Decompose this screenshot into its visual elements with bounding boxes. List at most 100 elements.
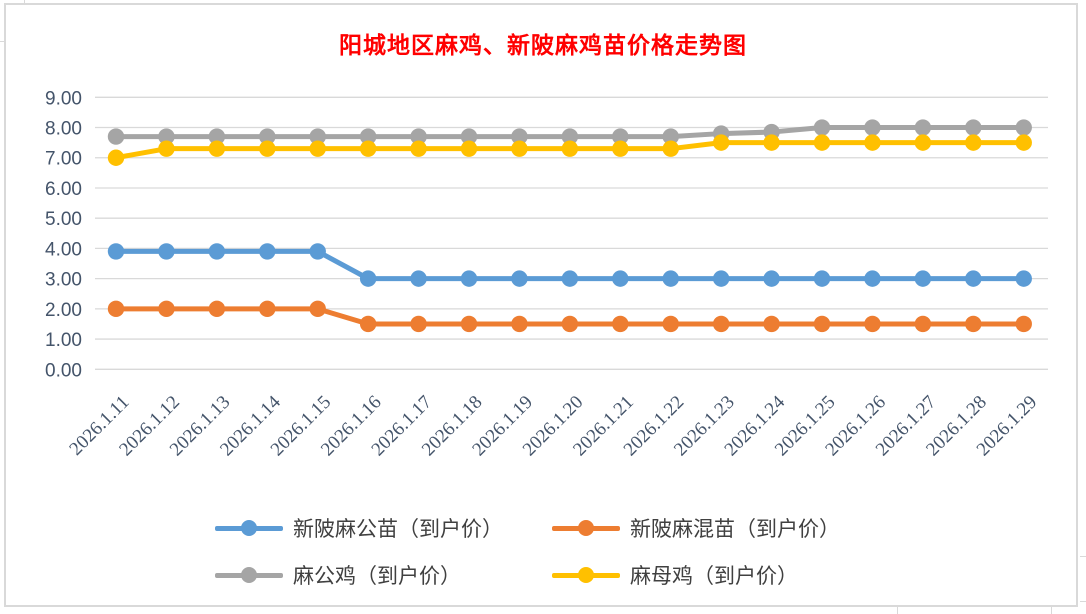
y-axis: 0.00 1.00 2.00 3.00 4.00 5.00 6.00 7.00 8.00 9.00 — [45, 88, 82, 381]
data-point-marker[interactable] — [309, 300, 326, 318]
data-point-marker[interactable] — [107, 300, 125, 318]
data-point-marker[interactable] — [561, 270, 579, 287]
data-point-marker[interactable] — [965, 119, 982, 136]
data-point-marker[interactable] — [410, 270, 427, 287]
data-point-marker[interactable] — [208, 140, 226, 157]
data-point-marker[interactable] — [158, 140, 175, 157]
data-point-marker[interactable] — [864, 270, 881, 287]
data-point-marker[interactable] — [561, 128, 579, 145]
spreadsheet-gridline-stub — [0, 41, 5, 42]
series-2 — [107, 119, 1032, 145]
y-axis-tick-label: 7.00 — [45, 149, 82, 170]
data-point-marker[interactable] — [965, 315, 982, 333]
data-point-marker[interactable] — [914, 119, 932, 136]
y-axis-tick-label: 0.00 — [45, 360, 82, 381]
data-point-marker[interactable] — [864, 134, 881, 151]
legend-item-2[interactable]: 麻公鸡（到户价） — [215, 556, 552, 594]
data-point-marker[interactable] — [561, 140, 579, 157]
legend-item-0[interactable]: 新陂麻公苗（到户价） — [215, 509, 552, 547]
spreadsheet-gridline-stub — [1051, 607, 1052, 614]
data-point-marker[interactable] — [662, 140, 679, 157]
data-point-marker[interactable] — [158, 300, 175, 318]
data-point-marker[interactable] — [864, 315, 881, 333]
data-point-marker[interactable] — [158, 243, 175, 260]
data-point-marker[interactable] — [1015, 315, 1032, 333]
chart-title: 阳城地区麻鸡、新陂麻鸡苗价格走势图 — [339, 33, 747, 58]
data-point-marker[interactable] — [561, 315, 579, 333]
spreadsheet-gridline-stub — [1080, 601, 1086, 602]
data-point-marker[interactable] — [914, 134, 932, 151]
legend-item-3[interactable]: 麻母鸡（到户价） — [552, 556, 840, 594]
data-point-marker[interactable] — [107, 243, 125, 260]
data-point-marker[interactable] — [965, 270, 982, 287]
data-point-marker[interactable] — [813, 315, 831, 333]
data-point-marker[interactable] — [763, 270, 780, 287]
data-point-marker[interactable] — [511, 315, 528, 333]
data-point-marker[interactable] — [309, 128, 326, 145]
data-point-marker[interactable] — [612, 140, 629, 157]
data-point-marker[interactable] — [359, 315, 377, 333]
data-point-marker[interactable] — [511, 270, 528, 287]
series-1 — [107, 300, 1032, 333]
data-point-marker[interactable] — [813, 270, 831, 287]
data-point-marker[interactable] — [410, 128, 427, 145]
data-point-marker[interactable] — [914, 270, 932, 287]
legend-label: 麻公鸡（到户价） — [293, 564, 461, 588]
data-point-marker[interactable] — [712, 134, 730, 151]
data-point-marker[interactable] — [309, 243, 326, 260]
y-axis-tick-label: 4.00 — [45, 239, 82, 260]
data-point-marker[interactable] — [1015, 119, 1032, 136]
data-point-marker[interactable] — [914, 315, 932, 333]
data-point-marker[interactable] — [107, 128, 125, 145]
data-point-marker[interactable] — [309, 140, 326, 157]
data-point-marker[interactable] — [460, 315, 478, 333]
data-point-marker[interactable] — [864, 119, 881, 136]
series-3 — [107, 134, 1032, 166]
y-axis-tick-label: 1.00 — [45, 330, 82, 351]
data-point-marker[interactable] — [410, 315, 427, 333]
data-point-marker[interactable] — [359, 140, 377, 157]
data-point-marker[interactable] — [813, 119, 831, 136]
data-point-marker[interactable] — [460, 270, 478, 287]
data-point-marker[interactable] — [259, 243, 276, 260]
legend-item-1[interactable]: 新陂麻混苗（到户价） — [552, 509, 840, 547]
data-point-marker[interactable] — [208, 128, 226, 145]
data-point-marker[interactable] — [208, 243, 226, 260]
y-axis-tick-label: 8.00 — [45, 119, 82, 140]
legend-label: 新陂麻混苗（到户价） — [630, 517, 840, 541]
data-point-marker[interactable] — [511, 140, 528, 157]
data-point-marker[interactable] — [965, 134, 982, 151]
data-point-marker[interactable] — [107, 149, 125, 166]
data-point-marker[interactable] — [813, 134, 831, 151]
data-point-marker[interactable] — [763, 134, 780, 151]
legend-marker-icon — [552, 567, 620, 583]
legend-label: 麻母鸡（到户价） — [630, 564, 798, 588]
legend: 新陂麻公苗（到户价） 新陂麻混苗（到户价） 麻公鸡（到户价） 麻母鸡（到户价） — [215, 509, 840, 594]
y-axis-tick-label: 3.00 — [45, 270, 82, 291]
data-point-marker[interactable] — [208, 300, 226, 318]
data-point-marker[interactable] — [662, 270, 679, 287]
data-point-marker[interactable] — [712, 270, 730, 287]
data-point-marker[interactable] — [359, 270, 377, 287]
spreadsheet-gridline-stub — [897, 607, 898, 614]
data-point-marker[interactable] — [1015, 270, 1032, 287]
data-point-marker[interactable] — [259, 140, 276, 157]
data-point-marker[interactable] — [612, 270, 629, 287]
data-point-marker[interactable] — [662, 128, 679, 145]
data-point-marker[interactable] — [712, 315, 730, 333]
data-point-marker[interactable] — [662, 315, 679, 333]
data-point-marker[interactable] — [158, 128, 175, 145]
data-point-marker[interactable] — [1015, 134, 1032, 151]
data-point-marker[interactable] — [763, 315, 780, 333]
data-point-marker[interactable] — [410, 140, 427, 157]
data-point-marker[interactable] — [359, 128, 377, 145]
data-point-marker[interactable] — [259, 300, 276, 318]
data-point-marker[interactable] — [460, 128, 478, 145]
legend-label: 新陂麻公苗（到户价） — [293, 517, 503, 541]
data-point-marker[interactable] — [612, 128, 629, 145]
data-point-marker[interactable] — [612, 315, 629, 333]
data-point-marker[interactable] — [511, 128, 528, 145]
data-point-marker[interactable] — [259, 128, 276, 145]
data-point-marker[interactable] — [460, 140, 478, 157]
